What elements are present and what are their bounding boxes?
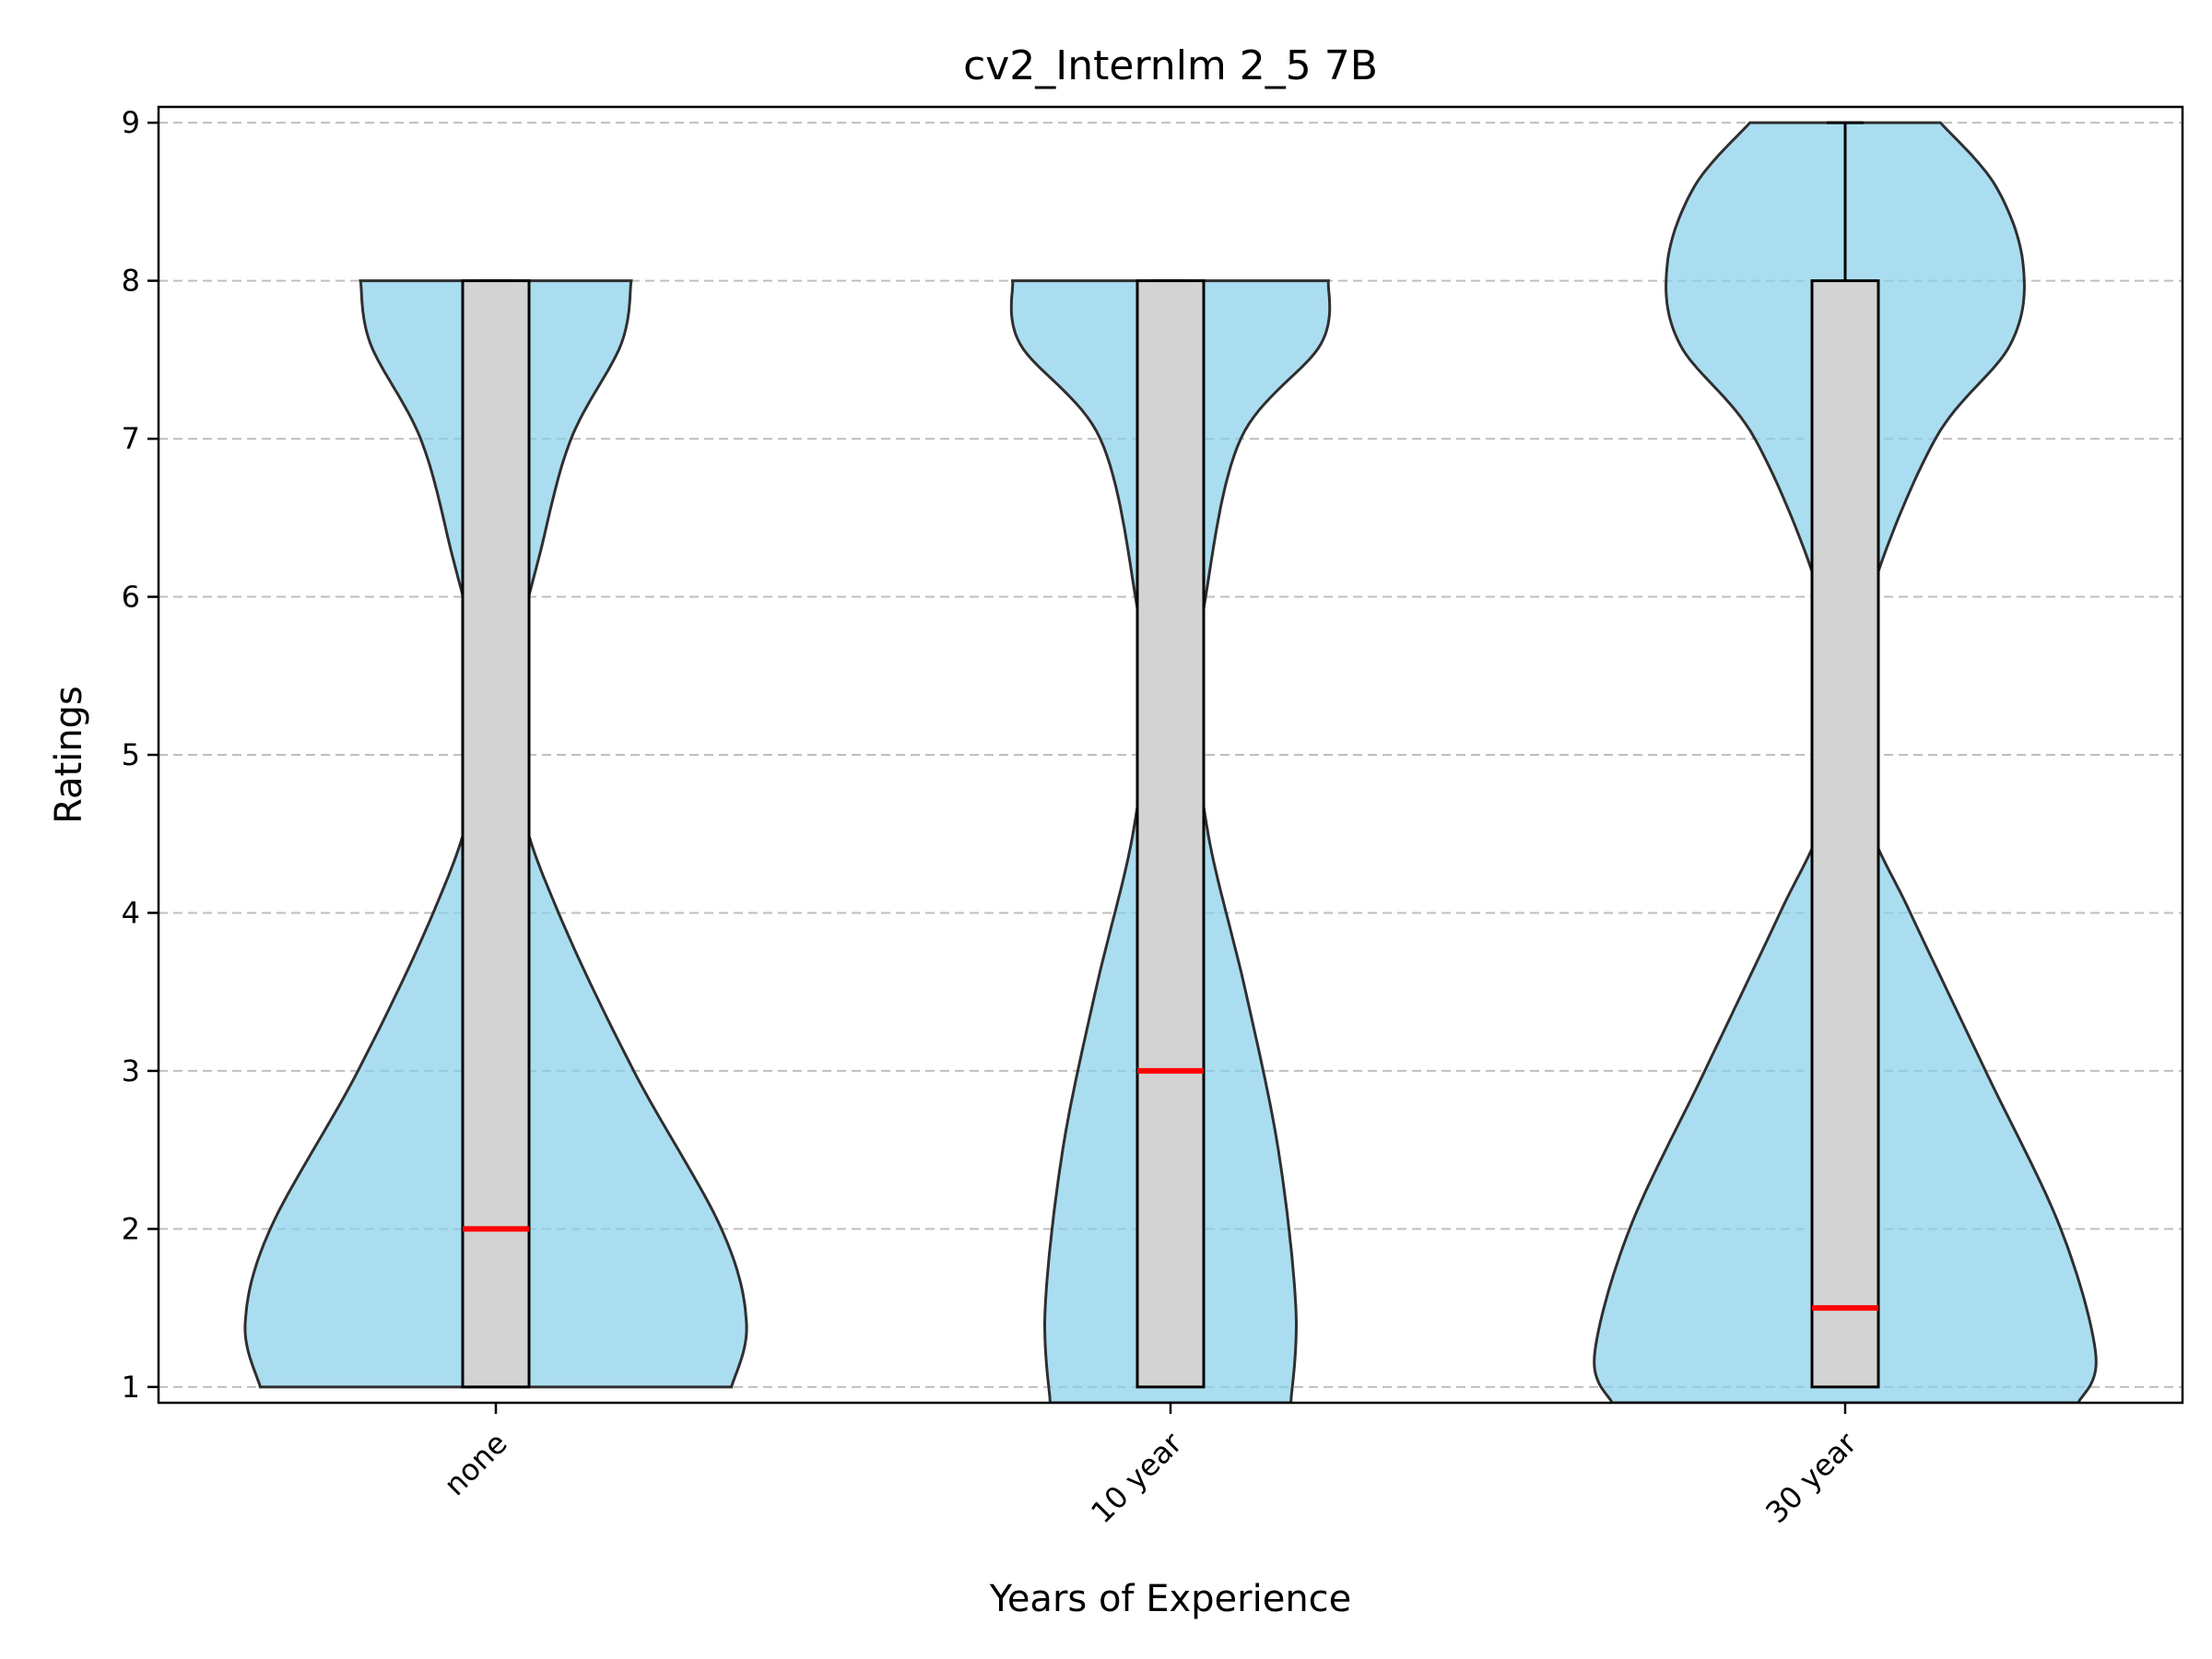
y-tick-label: 2 xyxy=(122,1211,140,1246)
x-axis-label: Years of Experience xyxy=(989,1578,1352,1620)
x-axis-ticks: none 10 year 30 year xyxy=(437,1403,1864,1530)
box-2 xyxy=(1810,279,1880,1389)
y-axis-label: Ratings xyxy=(48,686,90,824)
y-tick-label: 6 xyxy=(122,580,140,615)
x-tick-label: 10 year xyxy=(1084,1425,1189,1530)
box-1 xyxy=(1135,279,1206,1389)
y-tick-label: 9 xyxy=(122,105,140,140)
y-tick-label: 5 xyxy=(122,737,140,772)
y-tick-label: 7 xyxy=(122,421,140,456)
x-tick-label: none xyxy=(437,1426,513,1502)
x-tick-label: 30 year xyxy=(1759,1425,1864,1530)
y-tick-label: 8 xyxy=(122,264,140,299)
y-tick-label: 4 xyxy=(122,895,140,930)
y-axis-ticks: 1 2 3 4 5 6 7 8 9 xyxy=(122,105,159,1405)
y-tick-label: 1 xyxy=(122,1370,140,1405)
chart-title: cv2_Internlm 2_5 7B xyxy=(963,42,1378,89)
y-tick-label: 3 xyxy=(122,1053,140,1088)
box-plots xyxy=(461,121,1880,1389)
box-0 xyxy=(461,279,531,1389)
